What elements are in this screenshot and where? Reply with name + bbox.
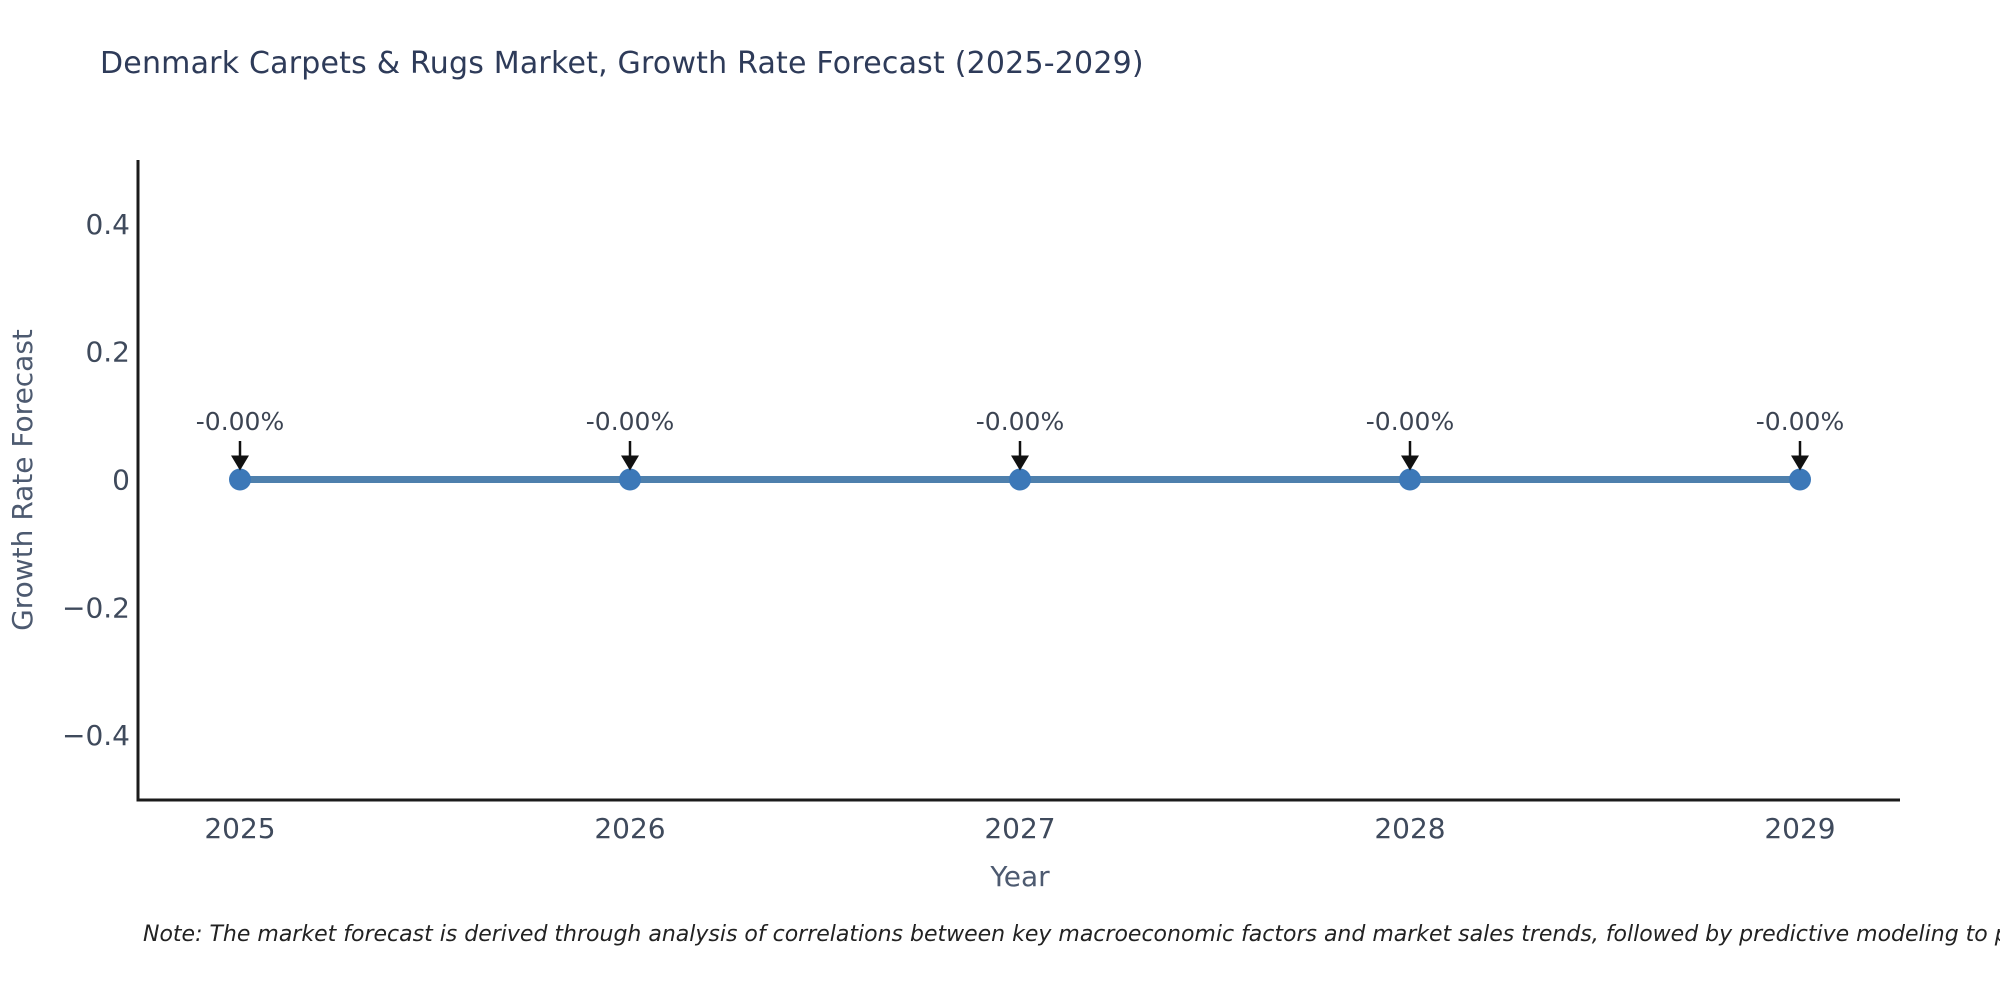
annotation-arrowhead xyxy=(1011,455,1029,471)
annotation-arrowhead xyxy=(1791,455,1809,471)
annotation-arrowhead xyxy=(621,455,639,471)
x-tick-label: 2027 xyxy=(984,812,1055,845)
data-point-marker xyxy=(619,468,641,491)
data-point-marker xyxy=(1399,468,1421,491)
x-tick-label: 2029 xyxy=(1764,812,1835,845)
annotation-label: -0.00% xyxy=(1366,407,1454,436)
annotation-label: -0.00% xyxy=(586,407,674,436)
y-tick-label: −0.4 xyxy=(62,719,130,752)
annotation-label: -0.00% xyxy=(976,407,1064,436)
annotation-label: -0.00% xyxy=(1756,407,1844,436)
data-point-marker xyxy=(1009,468,1031,491)
annotation-label: -0.00% xyxy=(196,407,284,436)
data-point-marker xyxy=(229,468,251,491)
y-tick-label: −0.2 xyxy=(62,591,130,624)
x-tick-label: 2028 xyxy=(1374,812,1445,845)
chart-title: Denmark Carpets & Rugs Market, Growth Ra… xyxy=(100,46,1144,81)
annotation-arrowhead xyxy=(231,455,249,471)
y-tick-label: 0.2 xyxy=(85,336,130,369)
x-tick-label: 2025 xyxy=(204,812,275,845)
y-tick-label: 0.4 xyxy=(85,208,130,241)
x-tick-label: 2026 xyxy=(594,812,665,845)
y-tick-label: 0 xyxy=(112,464,130,497)
x-axis-title: Year xyxy=(989,860,1050,893)
y-axis-title: Growth Rate Forecast xyxy=(6,329,39,631)
footnote: Note: The market forecast is derived thr… xyxy=(143,922,2000,947)
annotation-arrowhead xyxy=(1401,455,1419,471)
data-point-marker xyxy=(1789,468,1811,491)
